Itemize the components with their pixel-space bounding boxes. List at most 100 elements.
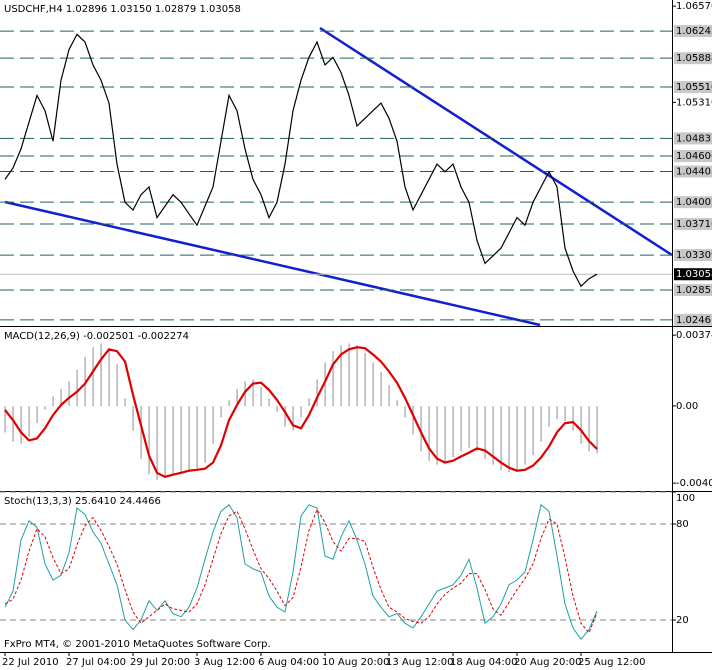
histogram-bar (468, 405, 470, 448)
trendline (4, 200, 541, 327)
level-label-box (674, 81, 712, 94)
panel-title: USDCHF,H4 1.02896 1.03150 1.02879 1.0305… (4, 4, 241, 15)
histogram-bar (356, 345, 358, 406)
histogram-bar (508, 405, 510, 473)
histogram-bar (340, 345, 342, 406)
series-line (4, 346, 598, 478)
level-label: 1.03716 (676, 219, 712, 230)
histogram-bar (580, 405, 582, 444)
histogram-bar (108, 349, 110, 406)
histogram-bar (308, 398, 310, 406)
histogram-bar (412, 405, 414, 435)
histogram-bar (500, 405, 502, 471)
y-tick-label: 0.003740 (676, 330, 712, 341)
level-label: 1.04837 (676, 133, 712, 144)
histogram-bar (196, 405, 198, 469)
y-tick-label: 0.00 (676, 401, 698, 412)
histogram-bar (524, 405, 526, 465)
histogram-bar (68, 381, 70, 406)
histogram-bar (316, 379, 318, 406)
histogram-bar (364, 352, 366, 406)
histogram-bar (476, 405, 478, 452)
histogram-bar (156, 405, 158, 480)
last-price-box (674, 268, 712, 281)
x-tick-label: 27 Jul 04:00 (66, 657, 126, 668)
histogram-bar (20, 405, 22, 444)
x-tick-label: 20 Aug 20:00 (514, 657, 581, 668)
histogram-bar (396, 400, 398, 406)
histogram-bar (220, 405, 222, 418)
histogram-bar (444, 405, 446, 463)
histogram-bar (52, 396, 54, 406)
histogram-bar (76, 369, 78, 406)
histogram-bar (100, 343, 102, 406)
y-tick-label: 1.05310 (676, 97, 712, 108)
histogram-bar (268, 398, 270, 406)
histogram-bar (540, 405, 542, 442)
histogram-bar (460, 405, 462, 452)
level-label-box (674, 196, 712, 209)
histogram-bar (116, 364, 118, 406)
series-line (4, 503, 598, 641)
histogram-bar (532, 405, 534, 456)
panel-title: Stoch(13,3,3) 25.6410 24.4466 (4, 496, 161, 507)
histogram-bar (44, 405, 46, 410)
histogram-bar (588, 405, 590, 452)
histogram-bar (164, 405, 166, 478)
level-label-box (674, 150, 712, 163)
level-label-box (674, 165, 712, 178)
histogram-bar (180, 405, 182, 473)
level-label-box (674, 218, 712, 231)
histogram-bar (292, 405, 294, 431)
histogram-bar (492, 405, 494, 465)
histogram-bar (212, 405, 214, 444)
histogram-bar (140, 405, 142, 459)
x-tick-label: 6 Aug 04:00 (258, 657, 319, 668)
x-tick-label: 18 Aug 04:00 (450, 657, 517, 668)
y-tick-label: -0.004075 (676, 478, 712, 489)
level-label: 1.04606 (676, 151, 712, 162)
histogram-bar (372, 362, 374, 406)
level-label-box (674, 52, 712, 65)
histogram-bar (348, 343, 350, 406)
histogram-bar (36, 405, 38, 424)
histogram-bar (324, 362, 326, 406)
histogram-bar (484, 405, 486, 459)
level-label-box (674, 249, 712, 262)
level-label-box (674, 132, 712, 145)
histogram-bar (124, 398, 126, 406)
level-label: 1.02852 (676, 285, 712, 296)
level-label: 1.06243 (676, 26, 712, 37)
histogram-bar (380, 371, 382, 406)
level-label: 1.03309 (676, 250, 712, 261)
histogram-bar (564, 405, 566, 422)
histogram-bar (516, 405, 518, 471)
histogram-bar (188, 405, 190, 471)
histogram-bar (132, 405, 134, 431)
level-label: 1.04403 (676, 167, 712, 178)
histogram-bar (204, 405, 206, 463)
histogram-bar (276, 405, 278, 412)
x-tick-label: 25 Aug 12:00 (578, 657, 645, 668)
y-tick-label: 20 (676, 615, 689, 626)
histogram-bar (172, 405, 174, 475)
histogram-bar (596, 405, 598, 454)
level-label: 1.05510 (676, 82, 712, 93)
series-line (4, 33, 598, 288)
histogram-bar (84, 356, 86, 406)
histogram-bar (12, 405, 14, 442)
histogram-bar (404, 405, 406, 418)
y-tick-label: 1.06570 (676, 1, 712, 12)
x-tick-label: 29 Jul 20:00 (130, 657, 190, 668)
x-tick-label: 10 Aug 20:00 (322, 657, 389, 668)
histogram-bar (148, 405, 150, 475)
histogram-bar (92, 347, 94, 406)
x-tick-label: 3 Aug 12:00 (194, 657, 255, 668)
last-price-label: 1.03058 (676, 269, 712, 280)
level-label: 1.05888 (676, 53, 712, 64)
level-label-box (674, 25, 712, 38)
histogram-bar (28, 405, 30, 437)
trendline (319, 26, 673, 257)
level-label-box (674, 313, 712, 326)
